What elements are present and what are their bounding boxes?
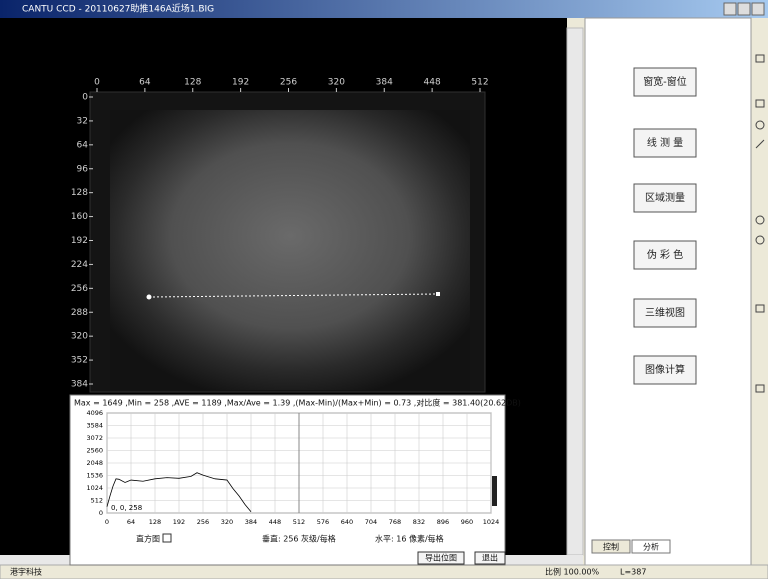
histogram-checkbox[interactable]	[163, 534, 171, 542]
minimize-button[interactable]	[724, 3, 736, 15]
window-title: CANTU CCD - 20110627助推146A近场1.BIG	[22, 3, 214, 15]
x-tick-label: 0	[105, 518, 109, 526]
app-window: CANTU CCD - 20110627助推146A近场1.BIG 港宇科技 比…	[0, 0, 768, 579]
y-ruler-label: 32	[77, 116, 88, 126]
y-ruler-label: 384	[71, 380, 88, 390]
y-tick-label: 1536	[86, 472, 103, 480]
y-ruler-label: 352	[71, 356, 88, 366]
x-tick-label: 320	[221, 518, 233, 526]
x-ruler-label: 128	[184, 78, 201, 88]
x-tick-label: 448	[269, 518, 281, 526]
tool-button-label[interactable]: 图像计算	[645, 363, 685, 376]
y-tick-label: 2048	[86, 459, 103, 467]
histogram-label: 直方图	[136, 534, 160, 544]
beam-image	[110, 110, 470, 390]
y-ruler-label: 320	[71, 332, 88, 342]
x-tick-label: 576	[317, 518, 329, 526]
profile-stats: Max = 1649 ,Min = 258 ,AVE = 1189 ,Max/A…	[74, 398, 521, 408]
x-tick-label: 832	[413, 518, 425, 526]
y-tick-label: 3584	[86, 422, 103, 430]
x-tick-label: 512	[293, 518, 305, 526]
status-bar	[0, 565, 768, 579]
x-tick-label: 256	[197, 518, 209, 526]
side-panel	[585, 18, 751, 565]
dialog-button-label[interactable]: 退出	[482, 553, 498, 563]
vertical-scale: 垂直: 256 灰级/每格	[262, 534, 336, 544]
x-ruler-label: 448	[424, 78, 441, 88]
x-tick-label: 64	[127, 518, 135, 526]
x-ruler-label: 0	[94, 78, 100, 88]
dialog-button-label[interactable]: 导出位图	[425, 553, 457, 563]
x-tick-label: 192	[173, 518, 185, 526]
tool-button-label[interactable]: 三维视图	[645, 306, 685, 319]
x-tick-label: 640	[341, 518, 353, 526]
y-tick-label: 4096	[86, 409, 103, 417]
y-ruler-label: 64	[77, 140, 89, 150]
x-tick-label: 960	[461, 518, 473, 526]
tool-button-label[interactable]: 线 测 量	[647, 136, 683, 149]
measure-point[interactable]	[436, 292, 440, 296]
vertical-scrollbar[interactable]	[567, 28, 583, 555]
close-button[interactable]	[752, 3, 764, 15]
x-tick-label: 384	[245, 518, 257, 526]
y-ruler-label: 256	[71, 284, 88, 294]
horizontal-scale: 水平: 16 像素/每格	[375, 534, 444, 544]
tool-button-label[interactable]: 伪 彩 色	[647, 248, 683, 261]
x-ruler-label: 64	[139, 78, 151, 88]
measure-point[interactable]	[147, 295, 152, 300]
x-tick-label: 128	[149, 518, 161, 526]
y-tick-label: 0	[99, 509, 103, 517]
x-tick-label: 768	[389, 518, 401, 526]
y-tick-label: 512	[91, 497, 103, 505]
cursor-annotation: 0, 0, 258	[111, 504, 142, 512]
x-ruler-label: 192	[232, 78, 249, 88]
panel-tab-label[interactable]: 控制	[603, 542, 619, 552]
status-company: 港宇科技	[10, 567, 42, 577]
y-ruler-label: 0	[82, 93, 88, 103]
maximize-button[interactable]	[738, 3, 750, 15]
x-tick-label: 704	[365, 518, 377, 526]
tool-button-label[interactable]: 区域测量	[645, 191, 685, 204]
status-length: L=387	[620, 568, 646, 577]
y-ruler-label: 288	[71, 308, 88, 318]
x-tick-label: 1024	[483, 518, 500, 526]
x-ruler-label: 256	[280, 78, 297, 88]
y-tick-label: 2560	[86, 447, 103, 455]
y-ruler-label: 224	[71, 260, 88, 270]
y-ruler-label: 96	[77, 164, 89, 174]
x-ruler-label: 512	[471, 78, 488, 88]
x-tick-label: 896	[437, 518, 449, 526]
y-ruler-label: 128	[71, 188, 88, 198]
y-ruler-label: 160	[71, 212, 88, 222]
y-tick-label: 3072	[86, 434, 103, 442]
y-ruler-label: 192	[71, 236, 88, 246]
tool-button-label[interactable]: 窗宽-窗位	[643, 75, 687, 88]
level-bar	[492, 476, 497, 506]
panel-tab-label[interactable]: 分析	[643, 542, 659, 552]
y-tick-label: 1024	[86, 484, 103, 492]
status-scale: 比例 100.00%	[545, 567, 600, 577]
x-ruler-label: 384	[376, 78, 393, 88]
x-ruler-label: 320	[328, 78, 345, 88]
